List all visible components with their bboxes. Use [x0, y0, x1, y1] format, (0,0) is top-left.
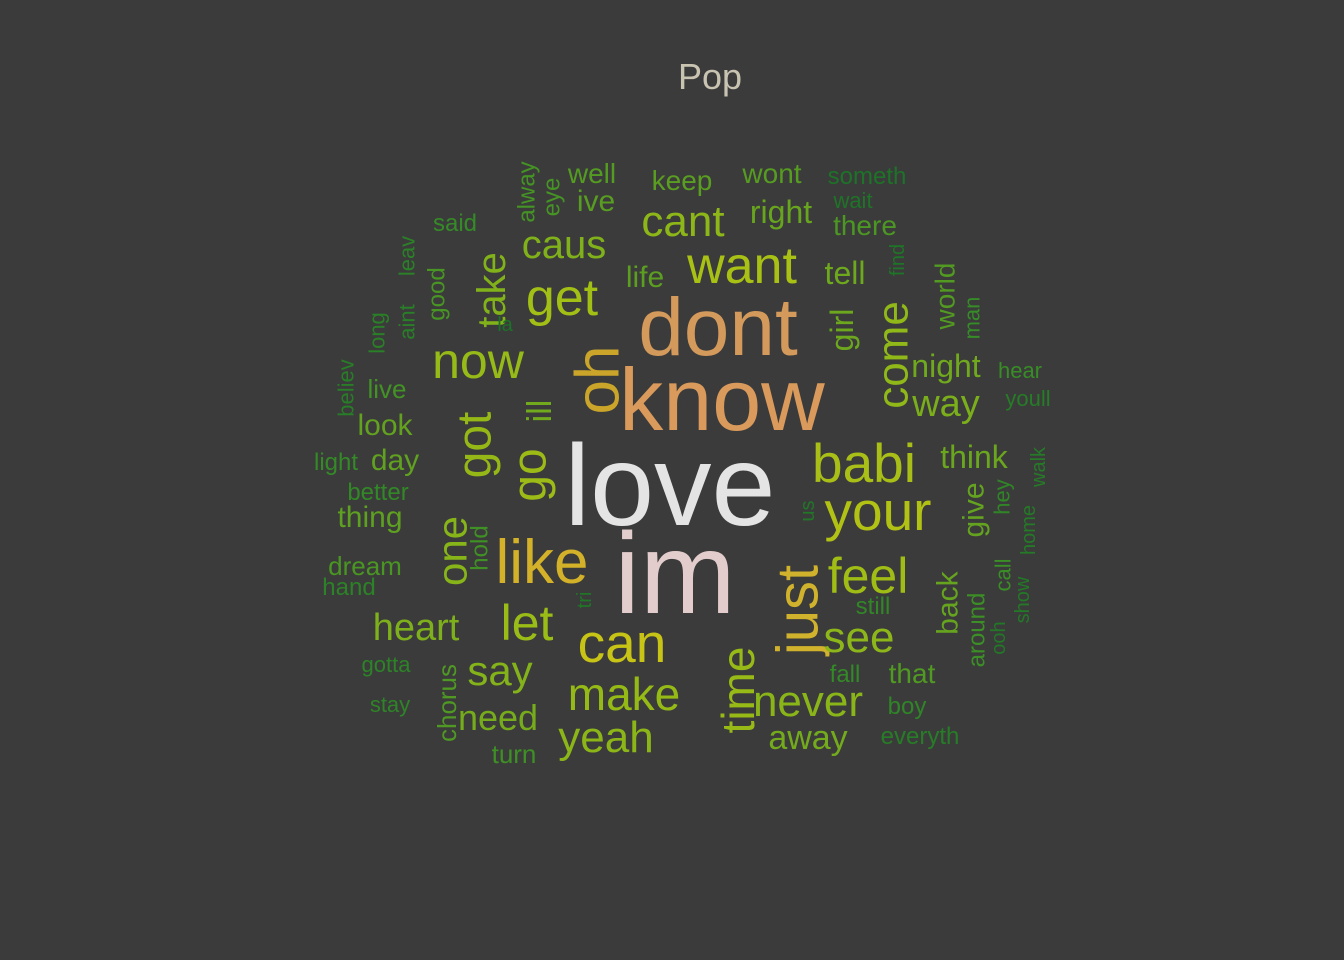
- word-gotta: gotta: [362, 652, 412, 677]
- word-hold: hold: [467, 525, 494, 570]
- word-need: need: [458, 697, 538, 738]
- word-cant: cant: [641, 197, 724, 246]
- word-make: make: [568, 668, 680, 720]
- word-now: now: [432, 333, 525, 389]
- word-let: let: [501, 595, 554, 651]
- word-right: right: [750, 194, 812, 230]
- word-good: good: [424, 267, 451, 320]
- word-get: get: [526, 269, 599, 327]
- word-im: im: [614, 510, 735, 638]
- word-keep: keep: [652, 165, 713, 196]
- word-your: your: [825, 480, 932, 542]
- word-world: world: [930, 263, 961, 331]
- word-wont: wont: [741, 158, 801, 189]
- word-away: away: [768, 719, 847, 757]
- word-la: la: [497, 314, 513, 336]
- word-someth: someth: [828, 163, 907, 190]
- word-fall: fall: [830, 661, 861, 688]
- word-hand: hand: [322, 574, 375, 601]
- word-us: us: [797, 500, 819, 521]
- word-believ: believ: [334, 359, 359, 416]
- word-everyth: everyth: [881, 723, 960, 750]
- word-know: know: [619, 350, 825, 449]
- word-find: find: [887, 244, 909, 276]
- word-eye: eye: [539, 178, 566, 217]
- word-can: can: [578, 612, 667, 674]
- word-never: never: [753, 677, 863, 726]
- word-come: come: [869, 301, 918, 409]
- word-dont: dont: [638, 282, 798, 373]
- chart-title: Pop: [677, 56, 743, 97]
- word-day: day: [371, 444, 419, 477]
- word-still: still: [856, 593, 891, 620]
- word-life: life: [626, 261, 664, 294]
- word-that: that: [889, 658, 936, 689]
- word-show: show: [1012, 576, 1034, 623]
- word-got: got: [449, 412, 502, 479]
- word-boy: boy: [888, 693, 927, 720]
- word-yeah: yeah: [558, 713, 653, 762]
- word-turn: turn: [492, 739, 537, 769]
- word-ooh: ooh: [988, 621, 1010, 654]
- word-ive: ive: [577, 185, 615, 218]
- word-babi: babi: [812, 432, 916, 494]
- word-alway: alway: [514, 161, 541, 222]
- word-thing: thing: [337, 501, 402, 534]
- word-light: light: [314, 449, 358, 476]
- word-just: just: [766, 565, 831, 657]
- word-chorus: chorus: [432, 664, 462, 742]
- word-better: better: [347, 479, 408, 506]
- word-heart: heart: [373, 607, 460, 649]
- word-one: one: [429, 516, 476, 586]
- word-youll: youll: [1005, 386, 1050, 411]
- word-there: there: [833, 210, 897, 241]
- word-live: live: [367, 374, 406, 404]
- word-think: think: [940, 439, 1009, 475]
- word-stay: stay: [370, 692, 410, 717]
- word-go: go: [504, 448, 557, 501]
- word-night: night: [911, 348, 981, 384]
- word-back: back: [932, 570, 965, 634]
- word-tri: tri: [574, 592, 596, 609]
- word-girl: girl: [824, 309, 860, 352]
- word-take: take: [470, 252, 514, 328]
- word-leav: leav: [395, 236, 420, 276]
- word-love: love: [565, 422, 776, 550]
- word-feel: feel: [828, 548, 909, 604]
- word-oh: oh: [564, 346, 633, 415]
- word-man: man: [960, 297, 985, 340]
- word-hey: hey: [990, 479, 1015, 514]
- word-call: call: [991, 558, 1016, 591]
- word-well: well: [567, 158, 616, 189]
- word-way: way: [911, 383, 980, 425]
- word-around: around: [964, 593, 991, 668]
- word-time: time: [712, 647, 764, 734]
- word-look: look: [357, 409, 413, 442]
- word-walk: walk: [1028, 446, 1050, 488]
- word-caus: caus: [522, 223, 607, 267]
- word-like: like: [495, 528, 588, 597]
- word-tell: tell: [825, 255, 866, 291]
- word-want: want: [686, 237, 797, 295]
- word-aint: aint: [395, 304, 420, 339]
- word-give: give: [958, 482, 991, 537]
- word-ill: ill: [521, 400, 559, 423]
- word-said: said: [433, 210, 477, 237]
- word-dream: dream: [328, 551, 402, 581]
- word-long: long: [365, 312, 390, 354]
- word-wait: wait: [832, 188, 872, 213]
- word-see: see: [824, 613, 895, 662]
- word-home: home: [1018, 505, 1040, 555]
- word-say: say: [467, 647, 532, 694]
- word-hear: hear: [998, 358, 1042, 383]
